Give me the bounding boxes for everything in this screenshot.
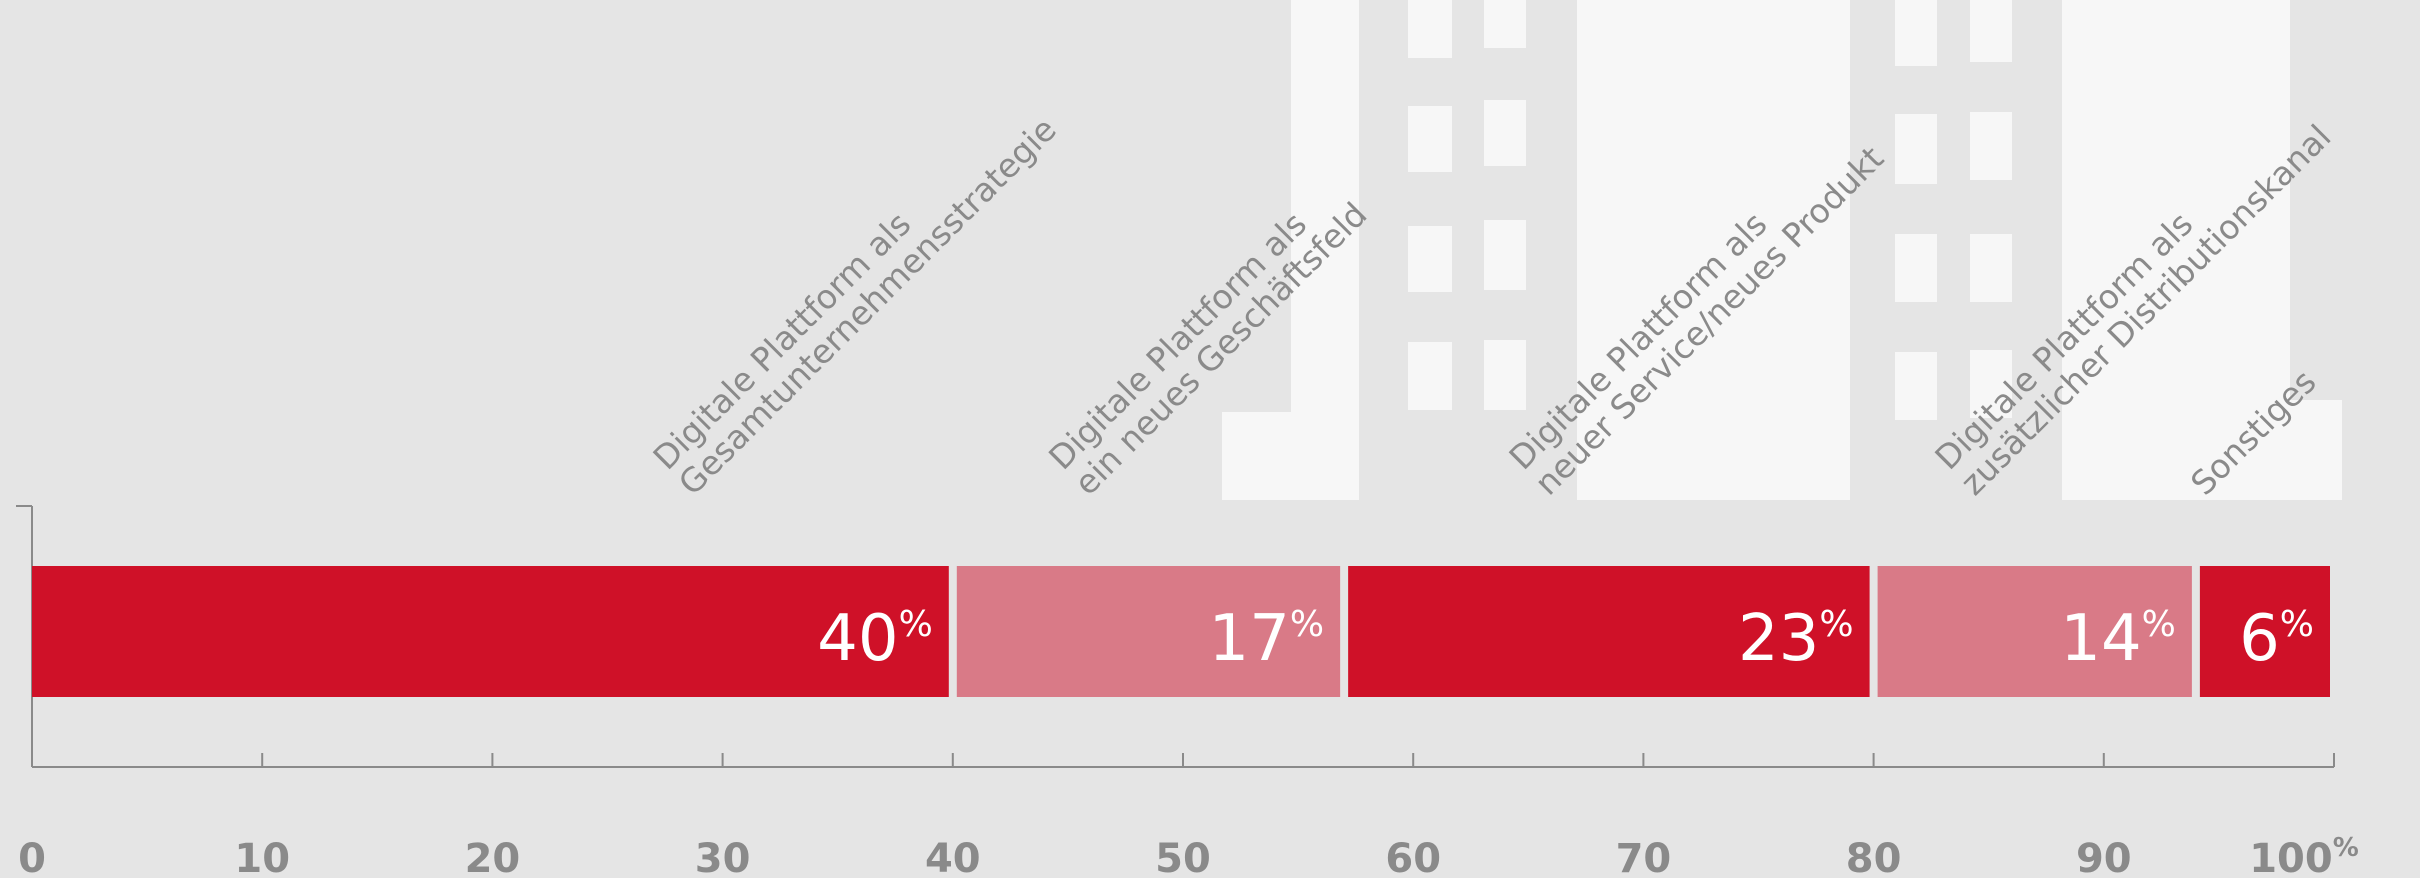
value-label: 40%	[817, 602, 933, 676]
x-tick-label: 80	[1846, 836, 1902, 878]
value-label: 6%	[2239, 602, 2314, 676]
value-number: 14	[2060, 602, 2141, 676]
x-tick-label: 60	[1385, 836, 1441, 878]
bar-segment	[2199, 566, 2330, 697]
x-tick-value: 80	[1846, 836, 1902, 878]
value-label: 23%	[1738, 602, 1854, 676]
x-tick-label: 30	[695, 836, 751, 878]
x-tick-value: 20	[465, 836, 521, 878]
x-tick-label: 10	[234, 836, 290, 878]
x-tick-value: 30	[695, 836, 751, 878]
bar-segment	[32, 566, 949, 697]
bar-segment	[1877, 566, 2192, 697]
x-tick-value: 60	[1385, 836, 1441, 878]
value-unit: %	[899, 604, 933, 645]
x-tick-value: 50	[1155, 836, 1211, 878]
bar-segment	[1348, 566, 1870, 697]
value-number: 40	[817, 602, 898, 676]
building-silhouette	[1222, 0, 2342, 500]
x-tick-value: 70	[1616, 836, 1672, 878]
x-tick-value: 100	[2249, 836, 2333, 878]
x-tick-label: 0	[18, 836, 46, 878]
value-label: 14%	[2060, 602, 2176, 676]
x-tick-label: 90	[2076, 836, 2132, 878]
x-tick-label: 70	[1616, 836, 1672, 878]
x-tick-label: 40	[925, 836, 981, 878]
bar-segment	[956, 566, 1341, 697]
value-number: 23	[1738, 602, 1819, 676]
value-number: 17	[1208, 602, 1289, 676]
x-tick-label: 50	[1155, 836, 1211, 878]
x-tick-value: 0	[18, 836, 46, 878]
x-tick-label: 100%	[2249, 833, 2359, 878]
x-tick-value: 40	[925, 836, 981, 878]
value-unit: %	[1290, 604, 1324, 645]
value-unit: %	[2280, 604, 2314, 645]
value-unit: %	[1819, 604, 1853, 645]
value-unit: %	[2142, 604, 2176, 645]
x-tick-label: 20	[465, 836, 521, 878]
value-number: 6	[2239, 602, 2280, 676]
x-tick-value: 10	[234, 836, 290, 878]
x-tick-unit: %	[2333, 833, 2359, 863]
value-label: 17%	[1208, 602, 1324, 676]
x-tick-value: 90	[2076, 836, 2132, 878]
